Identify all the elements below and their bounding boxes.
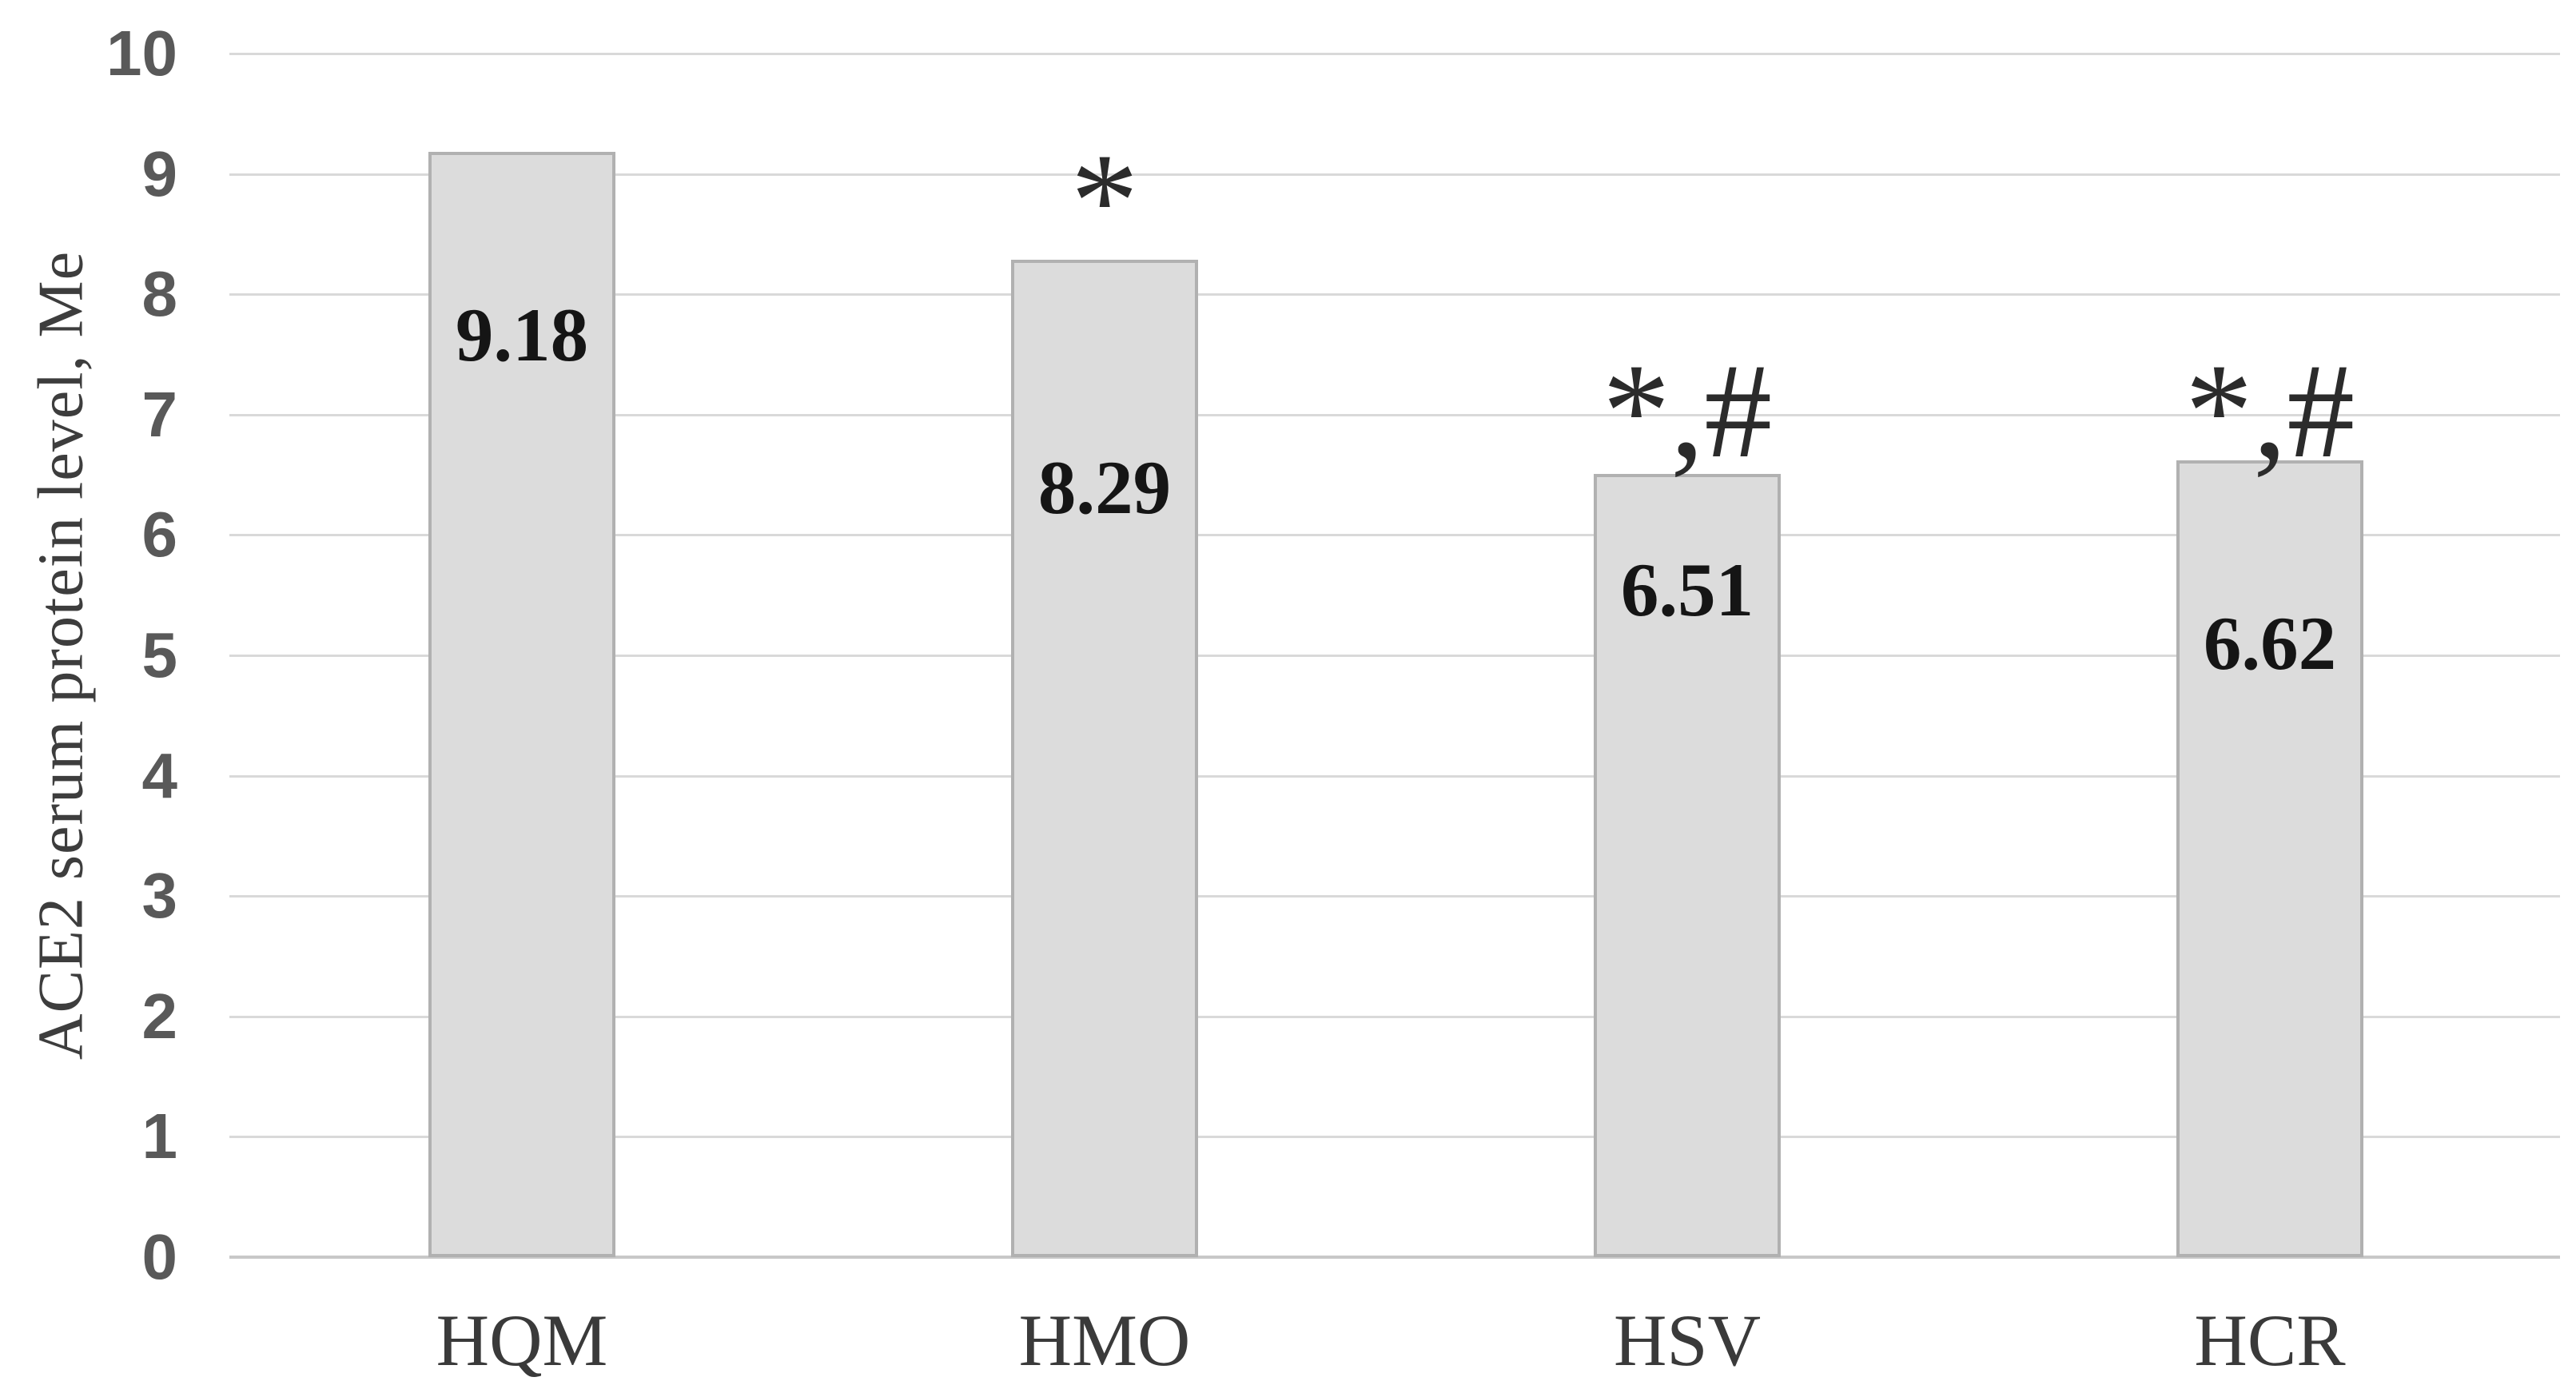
y-tick-label: 9: [141, 137, 178, 209]
gridline: [229, 53, 2560, 55]
y-tick-label: 7: [141, 378, 178, 450]
significance-annotation: *,#: [1602, 336, 1773, 486]
x-axis-label: HSV: [1613, 1299, 1762, 1381]
gridline: [229, 534, 2560, 537]
gridline: [229, 173, 2560, 176]
bar-value-label: 9.18: [455, 293, 589, 378]
gridline: [229, 774, 2560, 778]
bar-hcr: 6.62: [2176, 460, 2363, 1257]
bar-hsv: 6.51: [1594, 473, 1781, 1257]
x-axis-line: [229, 1256, 2560, 1259]
x-axis-label: HQM: [436, 1299, 608, 1381]
y-tick-label: 4: [141, 739, 178, 811]
gridline: [229, 293, 2560, 297]
y-tick-label: 6: [141, 499, 178, 571]
x-axis-label: HCR: [2194, 1299, 2346, 1381]
gridline: [229, 895, 2560, 898]
gridline: [229, 1136, 2560, 1139]
y-tick-label: 5: [141, 619, 178, 691]
gridline: [229, 655, 2560, 657]
y-tick-label: 2: [141, 980, 178, 1052]
y-tick-label: 0: [141, 1221, 178, 1292]
y-tick-label: 10: [106, 18, 177, 89]
gridline: [229, 413, 2560, 416]
bar-value-label: 8.29: [1037, 444, 1172, 530]
x-axis-label: HMO: [1018, 1299, 1191, 1381]
gridline: [229, 1015, 2560, 1018]
y-tick-label: 1: [141, 1100, 178, 1172]
significance-annotation: *,#: [2184, 336, 2355, 486]
bar-value-label: 6.51: [1620, 547, 1754, 632]
bar-value-label: 6.62: [2203, 601, 2337, 687]
bar-hmo: 8.29: [1011, 259, 1198, 1257]
y-tick-label: 8: [141, 258, 178, 330]
bar-hqm: 9.18: [428, 152, 615, 1257]
y-tick-label: 3: [141, 860, 178, 932]
significance-annotation: *: [1070, 125, 1139, 276]
